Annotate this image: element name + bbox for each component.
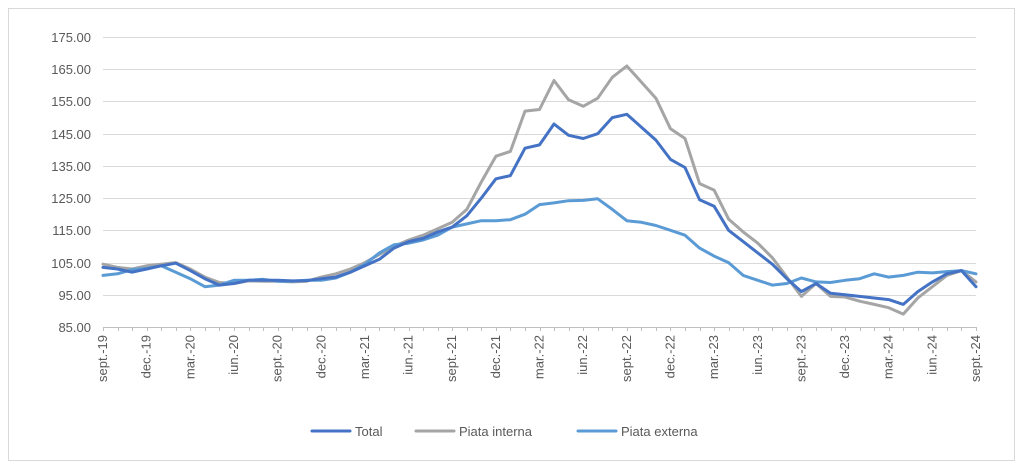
x-tick-label: iun.-24	[924, 335, 939, 375]
x-tick-label: dec.-20	[313, 335, 328, 378]
y-tick-label: 125.00	[51, 191, 91, 206]
x-tick-label: dec.-23	[837, 335, 852, 378]
x-tick-label: iun.-20	[226, 335, 241, 375]
x-tick-label: dec.-21	[488, 335, 503, 378]
x-tick-label: mar.-21	[357, 335, 372, 379]
x-tick-label: mar.-20	[182, 335, 197, 379]
y-tick-label: 175.00	[51, 30, 91, 45]
x-tick-label: mar.-22	[532, 335, 547, 379]
legend-label: Piata externa	[621, 424, 698, 439]
legend-label: Piata interna	[459, 424, 533, 439]
legend-label: Total	[355, 424, 383, 439]
x-tick-label: sept.-20	[270, 335, 285, 382]
gridlines	[103, 37, 976, 328]
x-tick-label: dec.-22	[662, 335, 677, 378]
y-tick-label: 165.00	[51, 62, 91, 77]
x-tick-label: sept.-22	[619, 335, 634, 382]
x-tick-label: mar.-24	[881, 335, 896, 379]
series-lines	[101, 64, 978, 316]
x-tick-label: sept.-19	[95, 335, 110, 382]
x-tick-label: dec.-19	[139, 335, 154, 378]
y-tick-label: 115.00	[52, 223, 91, 238]
x-tick-label: iun.-21	[401, 335, 416, 375]
x-axis: sept.-19 dec.-19 mar.-20 iun.-20 sept.-20 dec…	[95, 327, 983, 382]
y-tick-label: 95.00	[58, 288, 91, 303]
x-tick-label: iun.-23	[750, 335, 765, 375]
y-tick-label: 105.00	[51, 256, 91, 271]
x-tick-label: sept.-23	[793, 335, 808, 382]
y-tick-label: 135.00	[51, 159, 91, 174]
x-tick-label: mar.-23	[706, 335, 721, 379]
x-tick-label: sept.-24	[968, 335, 983, 382]
series-line-total	[101, 112, 978, 306]
y-axis: 175.00 165.00 155.00 145.00 135.00 125.00 115.…	[51, 30, 91, 335]
x-tick-label: iun.-22	[575, 335, 590, 375]
y-tick-label: 85.00	[58, 320, 91, 335]
legend: Total Piata interna Piata externa	[310, 424, 698, 439]
y-tick-label: 155.00	[51, 94, 91, 109]
x-tick-label: sept.-21	[444, 335, 459, 382]
y-tick-label: 145.00	[51, 127, 91, 142]
chart-area-border	[8, 8, 1015, 461]
